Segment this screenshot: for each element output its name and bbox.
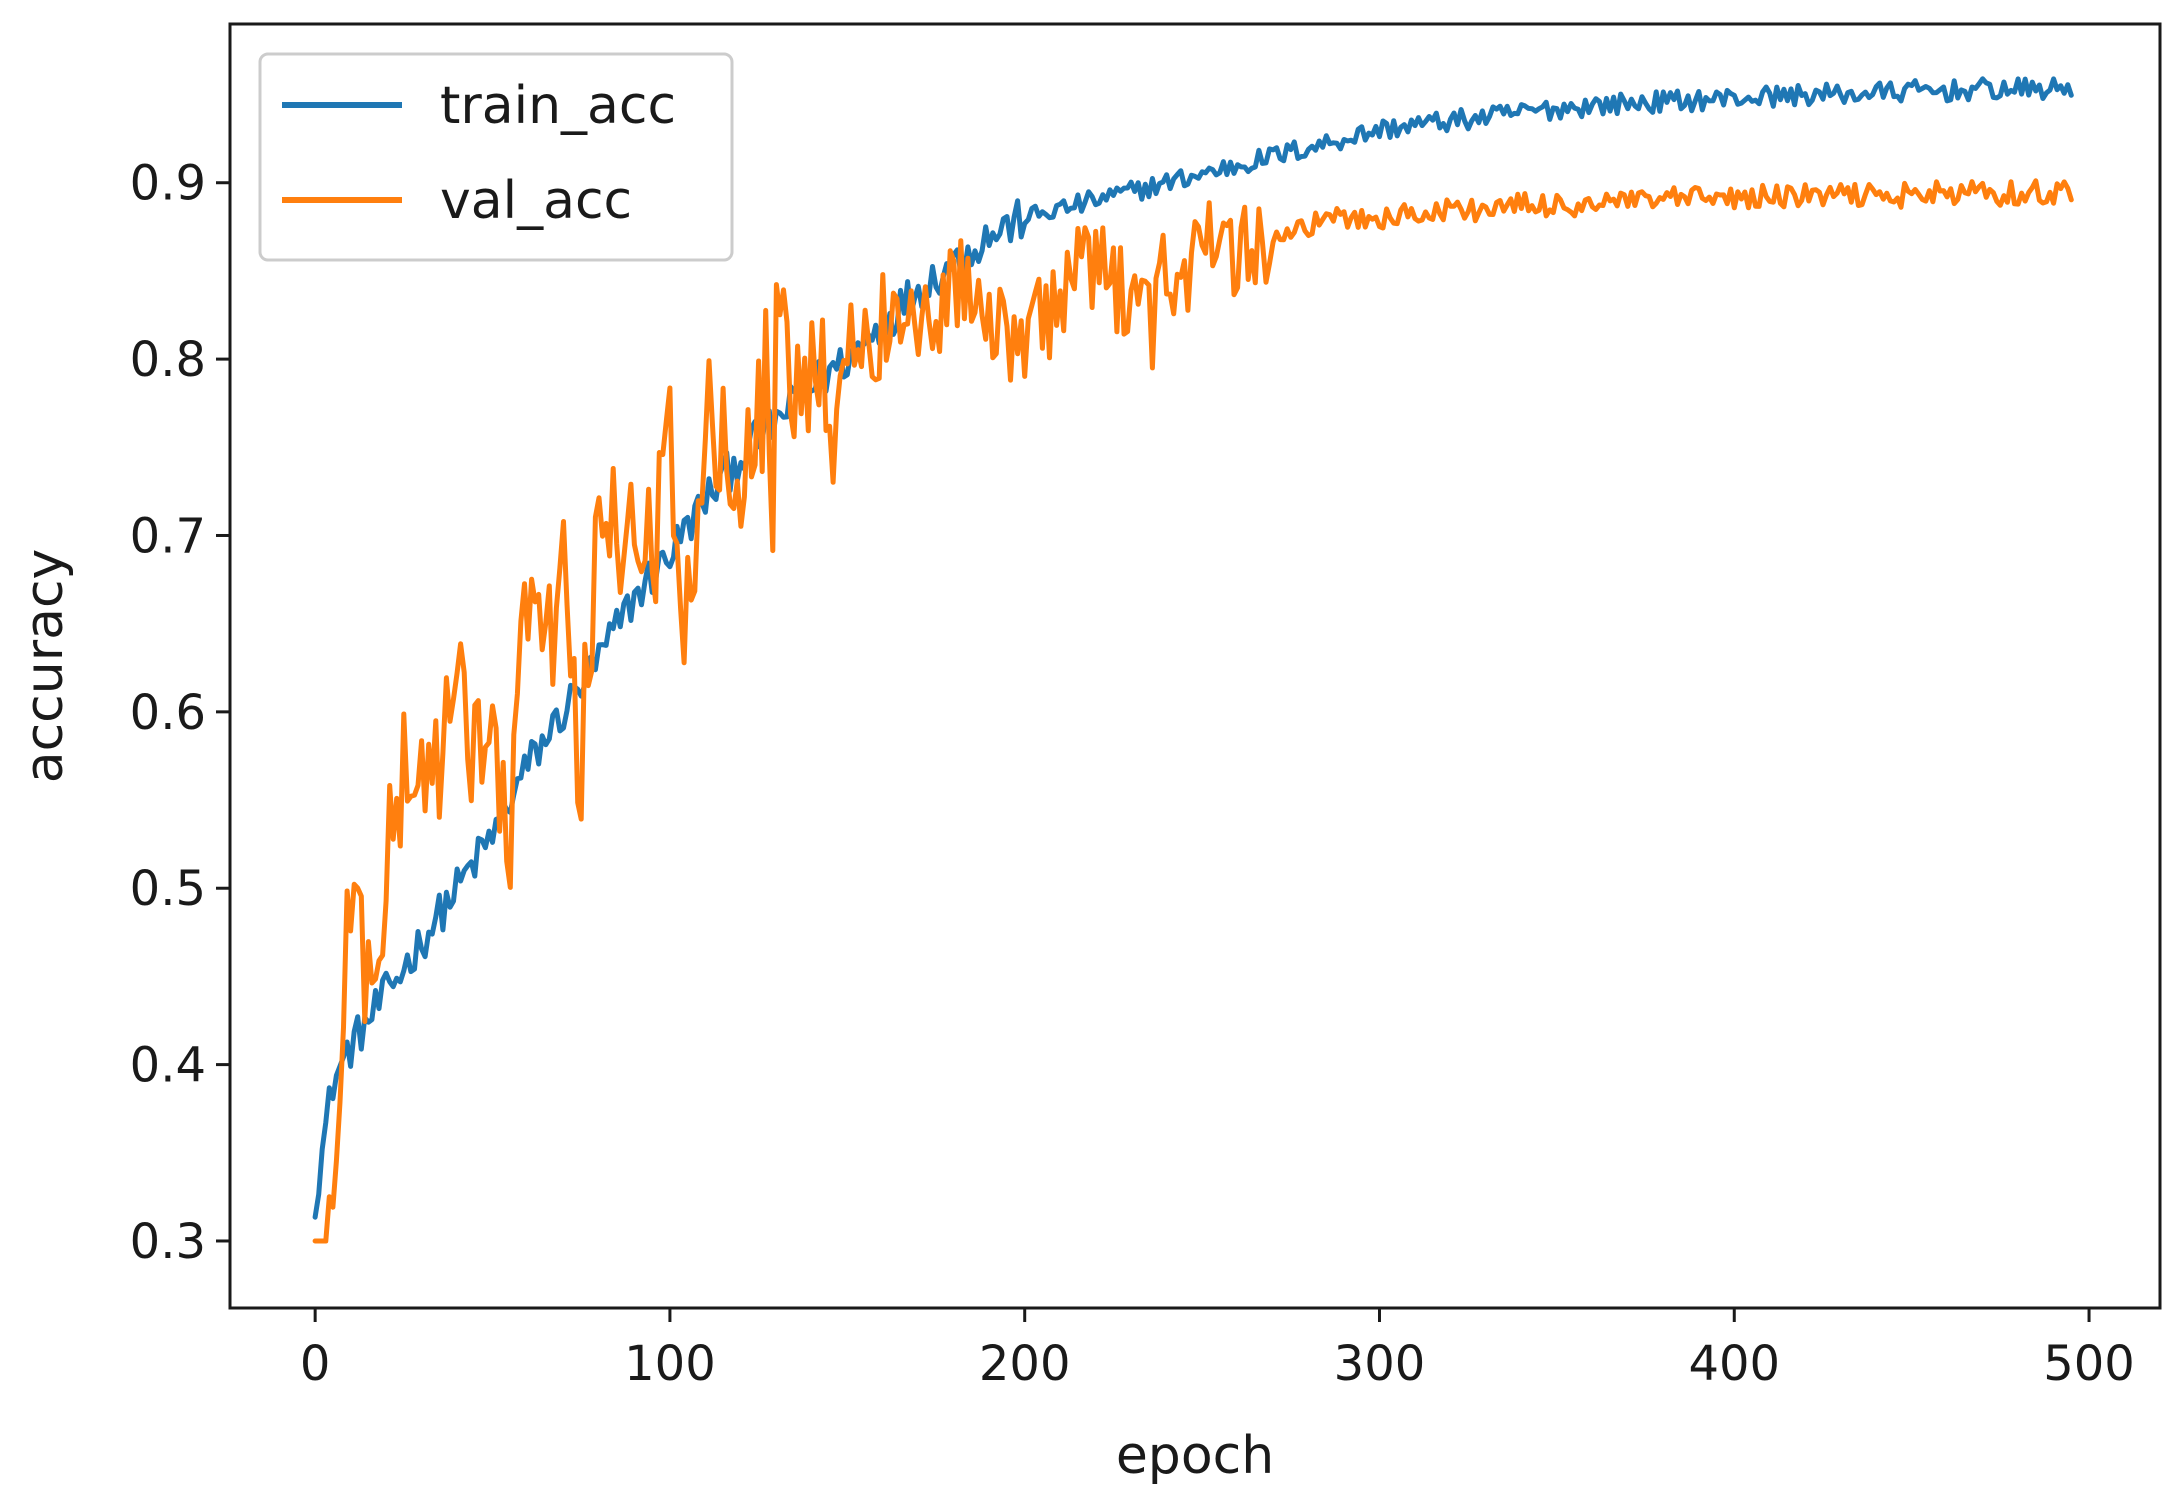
series-line-val-acc [312,178,2074,1244]
y-tick-label: 0.5 [130,861,206,917]
x-tick-label: 200 [979,1336,1071,1392]
x-axis-label: epoch [1116,1426,1274,1486]
x-tick-label: 0 [300,1336,331,1392]
y-tick-label: 0.3 [130,1214,206,1270]
legend: train_acc val_acc [258,52,734,262]
y-tick-label: 0.6 [130,685,206,741]
series-line-train-acc [312,76,2074,1220]
y-tick-label: 0.8 [130,332,206,388]
y-tick-label: 0.4 [130,1038,206,1094]
y-axis: 0.3 0.4 0.5 0.6 0.7 0.8 0.9 [130,156,230,1270]
x-tick-label: 100 [624,1336,716,1392]
x-tick-label: 500 [2043,1336,2135,1392]
legend-label-train-acc: train_acc [440,76,676,136]
legend-label-val-acc: val_acc [440,171,632,231]
y-tick-label: 0.9 [130,156,206,212]
x-tick-label: 400 [1688,1336,1780,1392]
series-layer [312,76,2074,1244]
plot-frame [228,22,2162,1310]
x-tick-label: 300 [1334,1336,1426,1392]
y-tick-label: 0.7 [130,508,206,564]
y-axis-label: accuracy [15,549,75,784]
x-axis: 0 100 200 300 400 500 [300,1308,2135,1392]
